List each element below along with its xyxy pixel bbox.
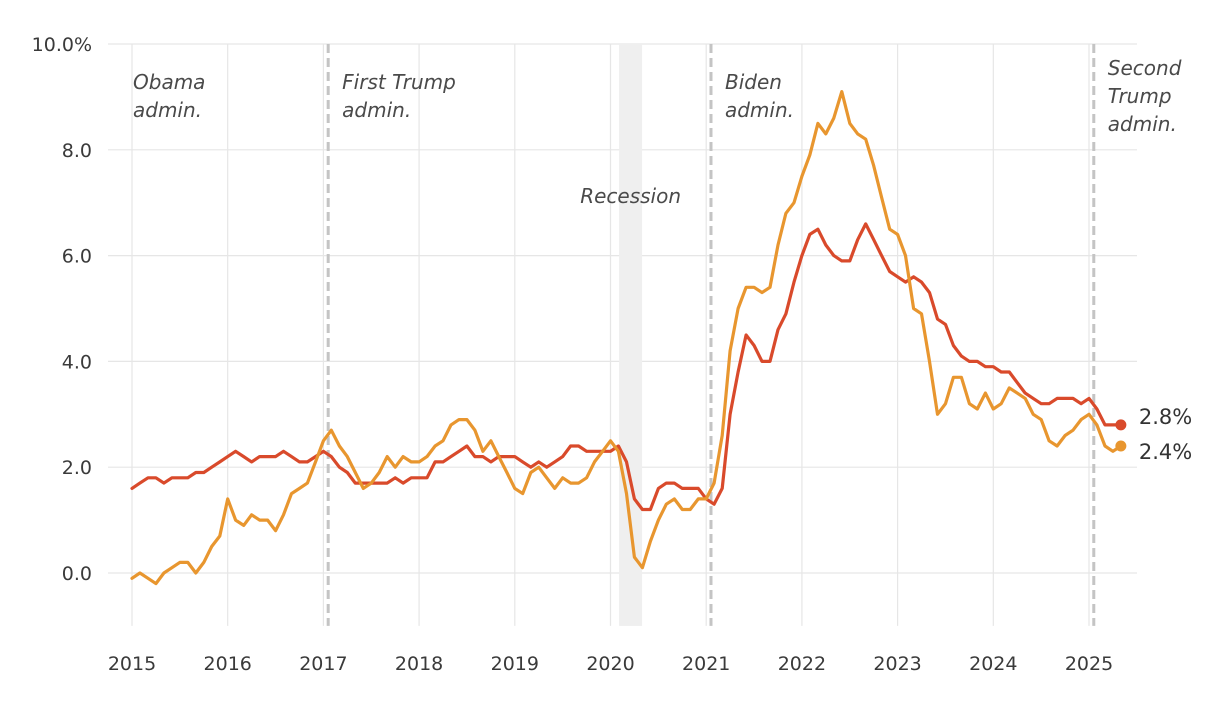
recession-label: Recession [580, 184, 681, 208]
y-tick-label: 0.0 [62, 563, 92, 585]
x-tick-label: 2023 [873, 653, 921, 675]
y-tick-label: 6.0 [62, 246, 92, 268]
series-lines [130, 89, 1127, 586]
y-tick-label: 4.0 [62, 351, 92, 373]
admin-label: Obama [133, 70, 205, 94]
admin-label: First Trump [342, 70, 456, 94]
admin-label: admin. [1108, 112, 1177, 136]
y-tick-label: 8.0 [62, 140, 92, 162]
y-tick-label: 10.0% [32, 34, 92, 56]
admin-label: Second [1108, 56, 1182, 80]
series-line-core [130, 222, 1123, 512]
x-tick-label: 2019 [491, 653, 539, 675]
series-end-dot [1115, 440, 1127, 452]
admin-label: admin. [725, 98, 794, 122]
admin-label: admin. [133, 98, 202, 122]
admin-label: admin. [342, 98, 411, 122]
x-tick-label: 2017 [299, 653, 347, 675]
admin-label: Biden [725, 70, 782, 94]
x-tick-label: 2022 [778, 653, 826, 675]
y-tick-label: 2.0 [62, 457, 92, 479]
x-tick-label: 2025 [1065, 653, 1113, 675]
series-end-label: 2.4% [1139, 440, 1192, 464]
x-tick-label: 2015 [108, 653, 156, 675]
axis-labels: 0.0 2.0 4.0 6.0 8.0 10.0% 2015 2016 2017 2018 2019… [32, 34, 1114, 675]
x-tick-label: 2016 [204, 653, 252, 675]
x-tick-label: 2021 [682, 653, 730, 675]
x-tick-label: 2024 [969, 653, 1017, 675]
administration-dividers [326, 44, 1096, 626]
series-end-label: 2.8% [1139, 405, 1192, 429]
x-tick-label: 2020 [586, 653, 634, 675]
annotations: Recession Obama admin. First Trump admin. Bid… [133, 56, 1192, 464]
series-line-headline [130, 89, 1123, 586]
admin-label: Trump [1108, 84, 1172, 108]
series-end-dot [1115, 419, 1127, 431]
x-tick-label: 2018 [395, 653, 443, 675]
